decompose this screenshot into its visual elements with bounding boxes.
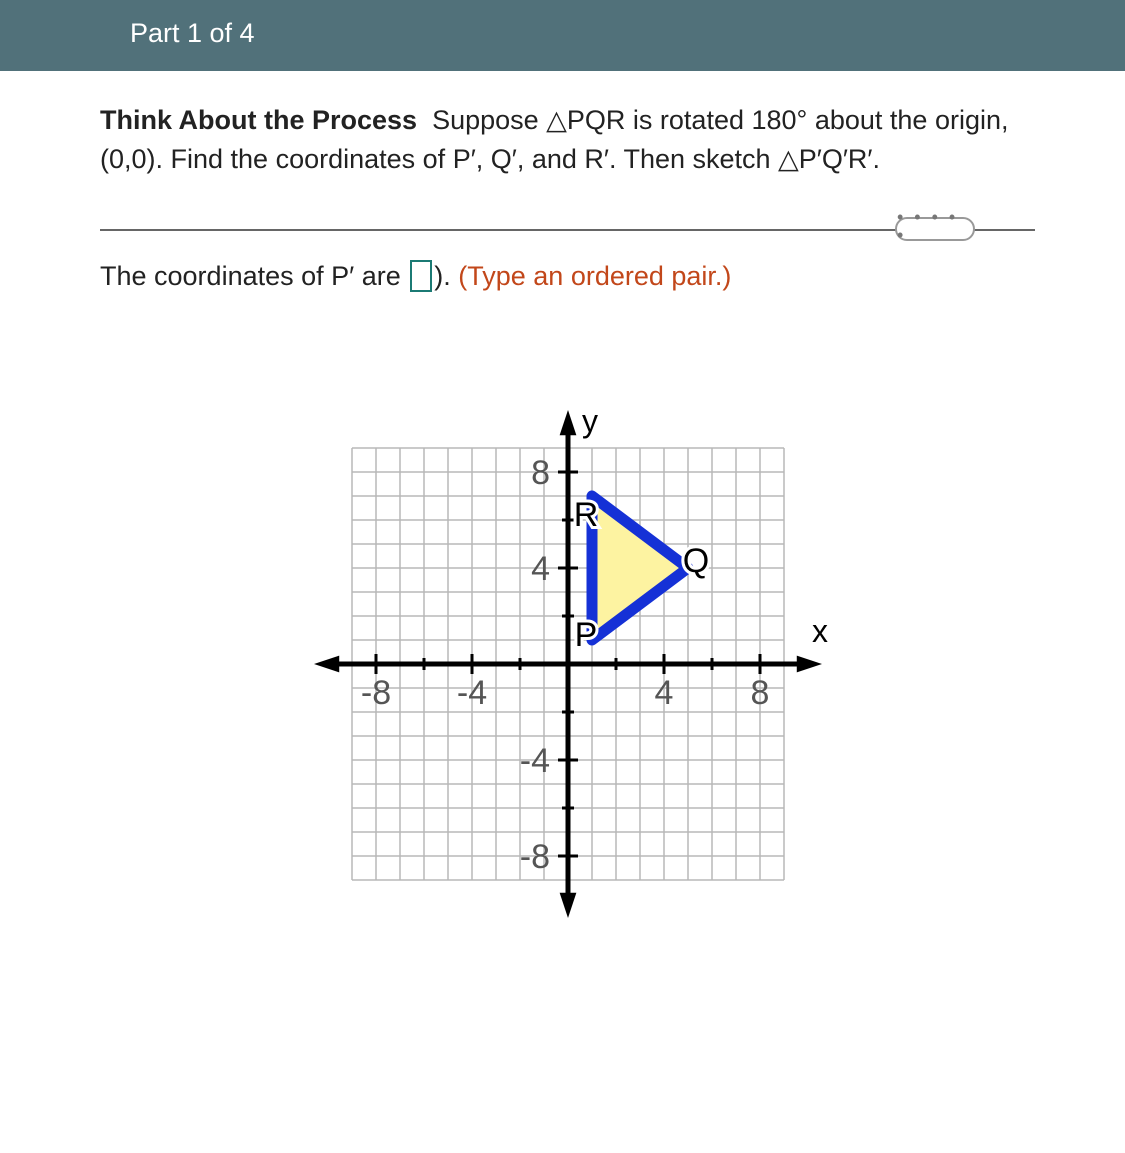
svg-text:R: R — [573, 496, 598, 534]
question-period: . — [443, 261, 451, 291]
svg-text:-4: -4 — [519, 742, 549, 780]
part-label: Part 1 of 4 — [130, 18, 255, 48]
svg-text:-8: -8 — [519, 838, 549, 876]
svg-text:x: x — [812, 613, 828, 649]
graph-container: -8 -4 4 8 8 4 -4 -8 x y P Q R — [100, 384, 1035, 944]
dots-icon: • • • • • — [897, 208, 973, 244]
prompt-lead: Think About the Process — [100, 105, 417, 135]
svg-text:-4: -4 — [456, 674, 486, 712]
svg-text:8: 8 — [750, 674, 769, 712]
svg-text:4: 4 — [654, 674, 673, 712]
question-hint: (Type an ordered pair.) — [451, 261, 732, 291]
svg-text:8: 8 — [531, 454, 550, 492]
divider-row: • • • • • — [100, 229, 1035, 231]
question-paren: ) — [434, 261, 443, 291]
svg-text:4: 4 — [531, 550, 550, 588]
question-line: The coordinates of P′ are ). (Type an or… — [100, 261, 1035, 294]
svg-text:Q: Q — [682, 542, 708, 580]
coordinate-graph: -8 -4 4 8 8 4 -4 -8 x y P Q R — [288, 384, 848, 944]
svg-text:P: P — [574, 616, 597, 654]
svg-text:y: y — [582, 403, 598, 439]
svg-text:-8: -8 — [360, 674, 390, 712]
question-prefix: The coordinates of P′ are — [100, 261, 408, 291]
problem-prompt: Think About the Process Suppose △PQR is … — [100, 101, 1035, 179]
content-area: Think About the Process Suppose △PQR is … — [0, 71, 1125, 984]
part-header: Part 1 of 4 — [0, 0, 1125, 71]
answer-input[interactable] — [410, 260, 432, 292]
more-options-pill[interactable]: • • • • • — [895, 217, 975, 241]
